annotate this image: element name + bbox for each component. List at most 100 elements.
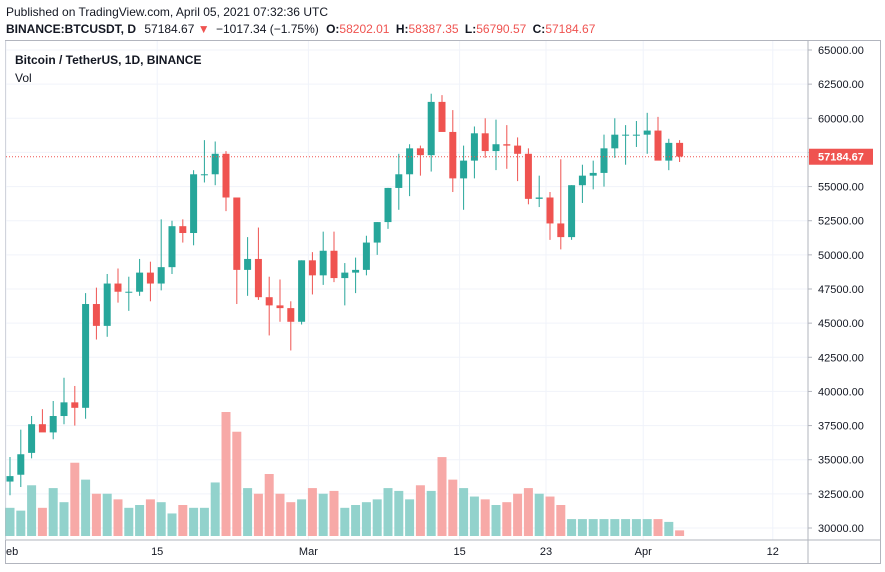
symbol-label: BINANCE:BTCUSDT, D [6,22,136,36]
candle-body [211,153,219,175]
candle-body [416,148,424,156]
volume-bar [383,488,393,536]
volume-bar [480,499,490,536]
candle-body [222,153,230,198]
volume-bar [167,513,177,536]
y-tick-label: 40000.00 [818,386,864,398]
volume-bar [178,505,188,536]
volume-bar [221,412,231,536]
x-tick-label: 15 [151,546,163,558]
volume-bar [513,493,523,536]
candle-body [632,134,640,136]
candle-body [233,197,241,270]
candle-body [470,133,478,161]
candle-body [17,454,25,475]
candle-body [287,308,295,322]
candle-body [254,258,262,298]
candle-body [578,175,586,186]
volume-bar [16,510,26,536]
x-tick-label: 12 [767,546,779,558]
candle-body [157,267,165,284]
candle-body [622,134,630,136]
volume-bar [459,488,469,536]
volume-bar [448,479,458,536]
volume-bar [426,490,436,536]
candle-body [103,283,111,326]
volume-bar [59,502,69,536]
candle-body [362,242,370,270]
candle-body [28,424,36,453]
published-line: Published on TradingView.com, April 05, … [6,5,328,19]
candle-body [449,131,457,179]
volume-bar [81,479,91,536]
candle-body [589,172,597,176]
volume-bar [415,485,425,536]
y-tick-label: 45000.00 [818,318,864,330]
x-tick-label: 15 [453,546,465,558]
y-tick-label: 52500.00 [818,216,864,228]
candle-body [600,148,608,173]
candle-body [136,272,144,292]
low-value: 56790.57 [476,22,527,36]
high-value: 58387.35 [408,22,459,36]
candle-body [384,187,392,223]
volume-bar [372,499,382,536]
x-tick-label: Apr [635,546,652,558]
candle-body [298,260,306,322]
volume-bar [361,502,371,536]
y-tick-label: 35000.00 [818,455,864,467]
candle-body [395,174,403,188]
candle-body [6,476,14,482]
legend-title: Bitcoin / TetherUS, 1D, BINANCE [15,53,202,67]
volume-bar [675,530,685,536]
volume-bar [405,499,415,536]
volume-bar [189,507,199,536]
volume-bar [621,519,631,536]
volume-bar [135,505,145,536]
open-value: 58202.01 [339,22,390,36]
candle-body [330,250,338,279]
volume-bar [91,493,101,536]
candle-body [114,283,122,292]
candle-body [146,272,154,284]
volume-bar [599,519,609,536]
volume-bar [286,502,296,536]
down-arrow-icon: ▼ [197,22,210,36]
candle-body [643,130,651,135]
volume-bar [588,519,598,536]
volume-bar [653,519,663,536]
high-label: H: [395,22,409,36]
legend-volume: Vol [15,71,32,85]
candle-body [319,250,327,276]
candle-body [38,424,46,433]
candle-body [481,133,489,152]
volume-bar [102,493,112,536]
ohlc-line: BINANCE:BTCUSDT, D 57184.67 ▼ −1017.34 (… [6,22,595,36]
candle-body [92,304,100,326]
volume-bar [351,505,361,536]
candle-body [49,416,57,433]
volume-bar [210,482,220,536]
candle-body [200,174,208,176]
candle-body [492,144,500,152]
y-tick-label: 37500.00 [818,421,864,433]
last-price-label: 57184.67 [818,152,864,164]
volume-bar [145,499,155,536]
volume-bar [199,507,209,536]
candle-body [308,260,316,276]
volume-bar [340,507,350,536]
volume-bar [577,519,587,536]
y-tick-label: 60000.00 [818,113,864,125]
y-tick-label: 62500.00 [818,79,864,91]
candle-body [373,222,381,243]
candle-body [676,142,684,157]
change-value: −1017.34 (−1.75%) [215,22,319,36]
volume-bar [642,519,652,536]
volume-bar [264,474,274,536]
last-price: 57184.67 [144,22,195,36]
y-tick-label: 30000.00 [818,523,864,535]
volume-bar [318,493,328,536]
open-label: O: [326,22,340,36]
candle-body [665,142,673,161]
